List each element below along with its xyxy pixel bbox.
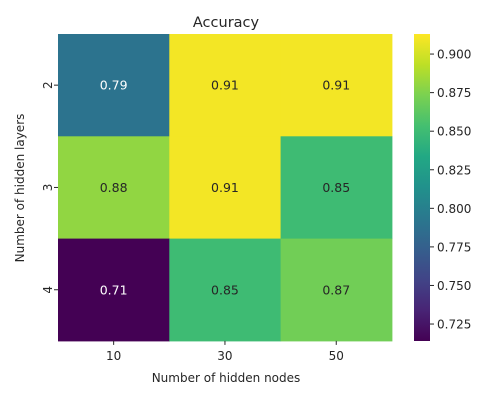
cell-value-label: 0.91 bbox=[211, 78, 239, 93]
cell-value-label: 0.87 bbox=[322, 282, 350, 297]
y-axis-ticks: 2 3 4 bbox=[41, 81, 58, 294]
colorbar-tick-label: 0.850 bbox=[437, 125, 471, 139]
x-axis-ticks: 10 30 50 bbox=[106, 340, 344, 363]
cell-value-label: 0.85 bbox=[322, 180, 350, 195]
chart-title: Accuracy bbox=[193, 15, 260, 31]
x-tick-label: 10 bbox=[106, 349, 121, 363]
heatmap-cell bbox=[280, 136, 393, 240]
cell-value-label: 0.79 bbox=[100, 78, 128, 93]
colorbar-tick-label: 0.725 bbox=[437, 318, 471, 332]
x-tick-label: 30 bbox=[217, 349, 232, 363]
x-tick-label: 50 bbox=[329, 349, 344, 363]
colorbar-tick-label: 0.750 bbox=[437, 279, 471, 293]
y-axis-label: Number of hidden layers bbox=[13, 114, 27, 263]
colorbar bbox=[414, 34, 430, 341]
y-tick-label: 3 bbox=[41, 184, 55, 192]
y-tick-label: 4 bbox=[41, 286, 55, 294]
heatmap-cell bbox=[280, 238, 393, 342]
heatmap-cell bbox=[169, 238, 282, 342]
cell-value-label: 0.71 bbox=[100, 282, 128, 297]
heatmap-cell bbox=[169, 34, 282, 137]
colorbar-tick-label: 0.900 bbox=[437, 48, 471, 62]
cell-value-label: 0.88 bbox=[100, 180, 128, 195]
colorbar-tick-label: 0.825 bbox=[437, 163, 471, 177]
y-tick-label: 2 bbox=[41, 81, 55, 89]
colorbar-tick-label: 0.775 bbox=[437, 240, 471, 254]
x-axis-label: Number of hidden nodes bbox=[152, 371, 301, 385]
heatmap-cell-labels: 0.79 0.91 0.91 0.88 0.91 0.85 0.71 0.85 0.87 bbox=[100, 78, 350, 298]
colorbar-tick-label: 0.800 bbox=[437, 202, 471, 216]
cell-value-label: 0.85 bbox=[211, 282, 239, 297]
colorbar-tick-label: 0.875 bbox=[437, 86, 471, 100]
heatmap-cell bbox=[169, 136, 282, 240]
colorbar-ticks: 0.725 0.750 0.775 0.800 0.825 0.850 0.875 0.900 bbox=[430, 48, 471, 332]
heatmap-cells bbox=[58, 34, 393, 342]
cell-value-label: 0.91 bbox=[322, 78, 350, 93]
heatmap-cell bbox=[58, 34, 170, 137]
heatmap-cell bbox=[58, 238, 170, 342]
heatmap-cell bbox=[280, 34, 393, 137]
heatmap-cell bbox=[58, 136, 170, 240]
cell-value-label: 0.91 bbox=[211, 180, 239, 195]
